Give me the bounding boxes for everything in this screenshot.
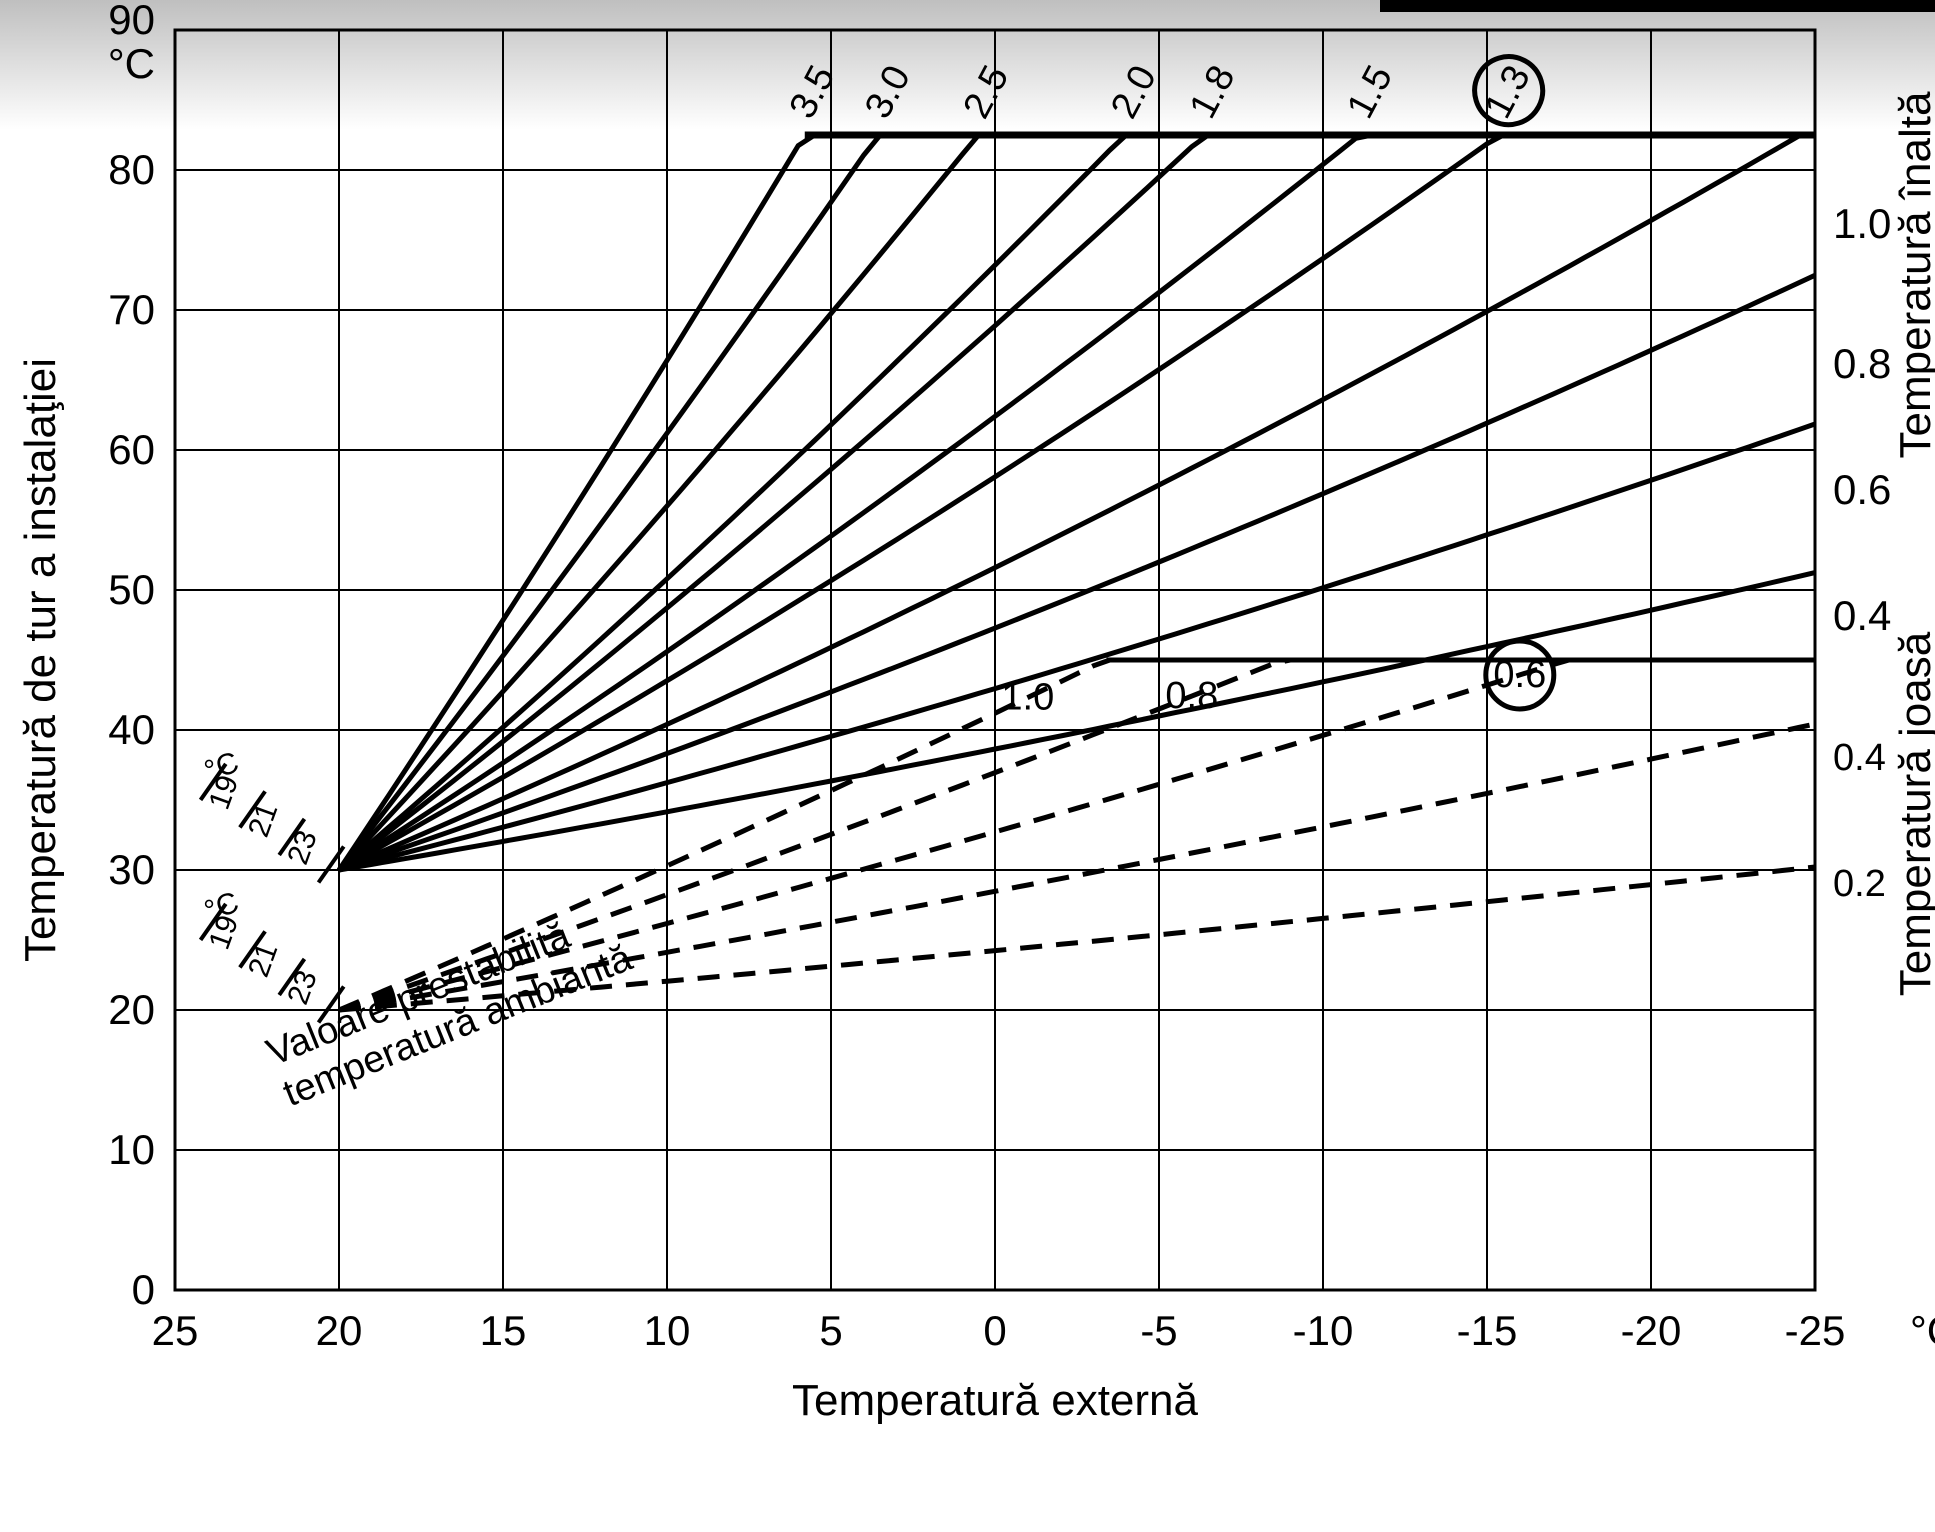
x-tick-label: 25 xyxy=(152,1307,199,1354)
y-tick-label: 30 xyxy=(108,846,155,893)
solid-curve xyxy=(339,135,1815,870)
curves-group xyxy=(339,135,1815,1010)
room-hash-low: 232119°C xyxy=(200,886,344,1023)
x-tick-label: 0 xyxy=(983,1307,1006,1354)
right-slope-label: 0.8 xyxy=(1833,340,1891,387)
right-slope-label: 0.4 xyxy=(1833,592,1891,639)
right-label-high: Temperatură înaltă xyxy=(1891,91,1935,458)
y-tick-label: 10 xyxy=(108,1126,155,1173)
solid-curve xyxy=(339,135,1815,870)
solid-curve xyxy=(339,135,1815,870)
y-tick-label: 40 xyxy=(108,706,155,753)
right-slope-label: 1.0 xyxy=(1833,200,1891,247)
x-tick-label: -20 xyxy=(1621,1307,1682,1354)
solid-curve xyxy=(339,135,1815,870)
x-tick-label: 10 xyxy=(644,1307,691,1354)
chart-container: 2520151050-5-10-15-20-25°C01020304050607… xyxy=(0,0,1935,1532)
solid-curve xyxy=(339,135,1815,870)
heating-curve-chart: 2520151050-5-10-15-20-25°C01020304050607… xyxy=(0,0,1935,1532)
x-tick-label: -15 xyxy=(1457,1307,1518,1354)
solid-curve xyxy=(339,573,1815,870)
x-tick-label: 20 xyxy=(316,1307,363,1354)
svg-text:21: 21 xyxy=(242,799,284,842)
x-tick-label: -25 xyxy=(1785,1307,1846,1354)
dashed-inline-label: 0.6 xyxy=(1493,654,1546,696)
x-tick-label: -10 xyxy=(1293,1307,1354,1354)
room-hash-high: 232119°C xyxy=(200,746,344,883)
scan-edge-bar xyxy=(1380,0,1935,12)
dashed-right-label: 0.4 xyxy=(1833,737,1886,779)
preset-ambient-label: Valoare prestabilitătemperatură ambiantă xyxy=(261,896,639,1115)
right-label-low: Temperatură joasă xyxy=(1891,631,1935,996)
solid-curve xyxy=(339,135,1815,870)
solid-curve xyxy=(339,135,1815,870)
dashed-inline-label: 0.8 xyxy=(1165,675,1218,717)
y-tick-label: 20 xyxy=(108,986,155,1033)
svg-text:21: 21 xyxy=(242,939,284,982)
y-tick-label: 0 xyxy=(132,1266,155,1313)
y-tick-label: 80 xyxy=(108,146,155,193)
x-tick-label: 15 xyxy=(480,1307,527,1354)
right-slope-label: 0.6 xyxy=(1833,466,1891,513)
solid-curve xyxy=(339,135,1815,870)
solid-curve xyxy=(339,424,1815,870)
svg-text:23: 23 xyxy=(281,966,323,1009)
dashed-inline-label: 1.0 xyxy=(1001,676,1054,718)
x-tick-label: 5 xyxy=(819,1307,842,1354)
x-axis-label: Temperatură externă xyxy=(792,1376,1199,1425)
x-unit-label: °C xyxy=(1910,1307,1935,1354)
y-tick-label: 60 xyxy=(108,426,155,473)
svg-text:23: 23 xyxy=(281,826,323,869)
y-axis-label: Temperatură de tur a instalaţiei xyxy=(16,358,65,962)
y-tick-label: 70 xyxy=(108,286,155,333)
dashed-right-label: 0.2 xyxy=(1833,863,1886,905)
y-tick-label: 50 xyxy=(108,566,155,613)
solid-curve xyxy=(339,275,1815,870)
x-tick-label: -5 xyxy=(1140,1307,1177,1354)
y-unit-label: °C xyxy=(108,40,155,87)
y-tick-90: 90 xyxy=(108,0,155,43)
